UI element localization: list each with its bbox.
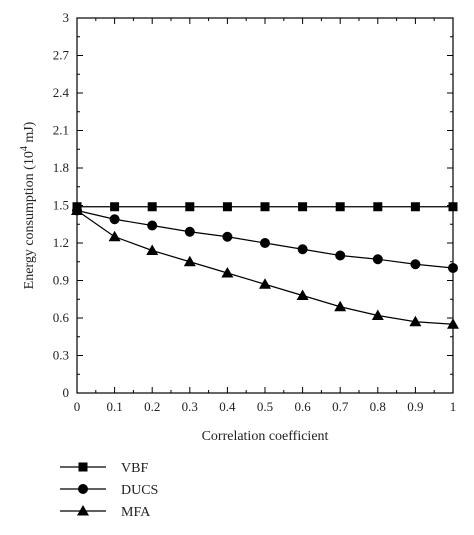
data-point-mfa <box>447 318 459 329</box>
data-point-ducs <box>147 220 158 231</box>
x-tick-label: 0.5 <box>257 399 273 414</box>
y-axis-title-suffix: mJ) <box>22 121 37 146</box>
series-mfa <box>71 204 459 329</box>
x-tick-label: 0.1 <box>106 399 122 414</box>
y-tick-label: 1.8 <box>53 160 69 175</box>
y-tick-label: 2.1 <box>53 123 69 138</box>
x-tick-label: 0.6 <box>294 399 311 414</box>
x-tick-label: 0.9 <box>407 399 423 414</box>
data-point-vbf <box>147 202 157 212</box>
data-point-vbf <box>222 202 232 212</box>
legend-item-ducs: DUCS <box>60 483 158 498</box>
x-tick-label: 0.2 <box>144 399 160 414</box>
y-tick-label: 0.9 <box>53 273 69 288</box>
data-point-mfa <box>409 315 422 327</box>
y-axis-title-main: Energy consumption (10 <box>22 151 37 289</box>
data-point-ducs <box>109 214 120 225</box>
data-point-ducs <box>448 263 458 273</box>
data-point-vbf <box>260 202 270 212</box>
legend-marker <box>78 484 88 494</box>
y-tick-label: 2.4 <box>53 85 70 100</box>
x-tick-label: 1 <box>450 399 457 414</box>
y-axis-ticks: 0 0.3 0.6 0.9 1.2 1.5 1.8 2.1 2.4 2.7 3 <box>53 10 453 400</box>
data-point-vbf <box>448 202 458 212</box>
y-axis-title-superscript: 4 <box>19 146 30 151</box>
series-vbf <box>72 202 458 212</box>
data-point-ducs <box>297 244 308 255</box>
y-tick-label: 3 <box>63 10 70 25</box>
series-layer <box>71 202 459 329</box>
data-point-ducs <box>184 226 195 237</box>
data-point-vbf <box>110 202 120 212</box>
data-point-ducs <box>335 250 346 261</box>
series-line-mfa <box>76 210 454 325</box>
data-point-mfa <box>221 267 234 278</box>
legend-marker <box>78 462 88 472</box>
data-point-mfa <box>108 230 121 242</box>
y-tick-label: 0.6 <box>53 310 70 325</box>
x-tick-label: 0.3 <box>182 399 198 414</box>
data-point-mfa <box>71 204 83 215</box>
y-tick-label: 1.2 <box>53 235 69 250</box>
data-point-mfa <box>183 255 196 267</box>
data-point-mfa <box>146 244 159 255</box>
data-point-vbf <box>185 202 195 212</box>
legend-label: DUCS <box>121 483 158 498</box>
x-axis-title: Correlation coefficient <box>202 429 329 444</box>
legend-item-mfa: MFA <box>60 505 151 520</box>
legend-item-vbf: VBF <box>60 461 148 476</box>
data-point-ducs <box>372 254 383 265</box>
y-tick-label: 2.7 <box>53 48 70 63</box>
data-point-vbf <box>335 202 345 212</box>
y-tick-label: 1.5 <box>53 198 69 213</box>
data-point-vbf <box>298 202 308 212</box>
legend-label: VBF <box>121 461 148 476</box>
legend: VBF DUCS MFA <box>60 461 158 520</box>
data-point-ducs <box>260 238 270 248</box>
data-point-mfa <box>334 300 347 312</box>
x-tick-label: 0 <box>74 399 81 414</box>
data-point-ducs <box>410 259 421 270</box>
legend-marker <box>77 505 89 516</box>
data-point-mfa <box>296 289 309 300</box>
legend-label: MFA <box>121 505 151 520</box>
x-axis-ticks: 0 0.1 0.2 0.3 0.4 0.5 0.6 0.7 0.8 0.9 1 <box>74 18 457 414</box>
y-axis-title: Energy consumption (104 mJ) <box>19 121 37 289</box>
data-point-vbf <box>410 202 420 212</box>
y-tick-label: 0.3 <box>53 348 69 363</box>
data-point-mfa <box>259 278 271 289</box>
x-tick-label: 0.7 <box>332 399 349 414</box>
data-point-vbf <box>373 202 383 212</box>
data-point-ducs <box>222 231 233 242</box>
series-ducs <box>72 205 458 273</box>
data-point-mfa <box>371 309 384 320</box>
x-tick-label: 0.8 <box>370 399 386 414</box>
x-tick-label: 0.4 <box>219 399 236 414</box>
y-tick-label: 0 <box>63 385 70 400</box>
